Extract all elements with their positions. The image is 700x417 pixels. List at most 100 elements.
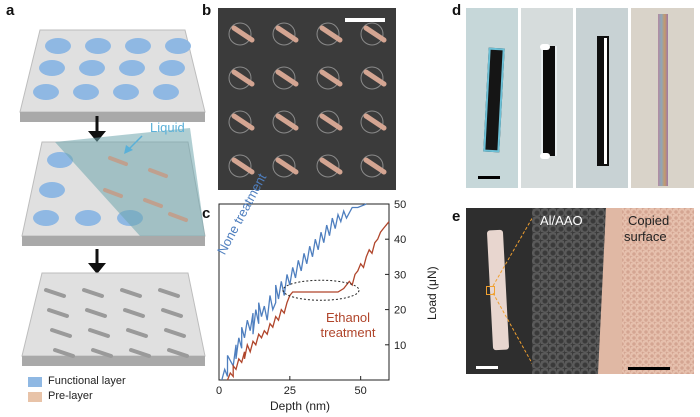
functional-dot [47,152,73,168]
rod [161,308,183,318]
scale-bar-e-left [476,366,498,369]
rod [148,168,168,178]
functional-dot [33,84,59,100]
ring [316,154,340,178]
rod [50,328,72,338]
label-surface: surface [624,229,667,244]
y-axis-label: Load (μN) [425,266,439,320]
legend-swatch-functional [28,377,42,387]
rod [120,288,142,298]
liquid-label: Liquid [150,120,185,135]
functional-dot [159,60,185,76]
sem-image-rods-array [218,8,396,190]
ring [272,110,296,134]
ring [316,22,340,46]
functional-dot [153,84,179,100]
functional-dot [165,38,191,54]
rod [231,113,255,131]
rod [231,69,255,87]
scale-bar-b [345,18,385,22]
rod [108,156,128,166]
arrow-down-2 [88,249,106,274]
functional-dot [39,182,65,198]
optical-image-4 [631,8,694,188]
panel-label-b: b [202,2,212,19]
sem-rod-overview [466,208,532,374]
arrow-down-1 [88,116,106,142]
y-tick-label: 10 [394,340,406,352]
legend-pre-layer: Pre-layer [48,390,93,402]
zoom-lines [492,208,539,374]
label-al-aao: Al/AAO [540,213,583,228]
ring [316,110,340,134]
optical-image-1 [466,8,518,188]
rod [363,25,387,43]
plateau-ellipse [282,279,360,301]
panel-label-e: e [452,208,461,225]
rod [88,328,110,338]
rod [363,69,387,87]
functional-dot [73,84,99,100]
rod [85,308,107,318]
functional-dot [125,38,151,54]
y-tick-label: 20 [394,305,406,317]
functional-dot [39,60,65,76]
ring [272,22,296,46]
rod [164,328,186,338]
functional-dot [75,210,101,226]
sem-al-aao-surface [532,208,606,374]
ring [360,22,384,46]
functional-dot [85,38,111,54]
optical-image-3 [576,8,628,188]
plot-frame [218,203,390,381]
panel-a-schematic [19,29,206,402]
rod [129,348,151,358]
load-depth-chart: 0 25 50 10 20 30 40 50 [216,199,406,397]
rod [275,157,299,175]
rod [44,288,66,298]
rod [231,25,255,43]
ring [360,110,384,134]
rod [82,288,104,298]
rod [275,25,299,43]
ring [228,154,252,178]
liquid-film [55,128,205,236]
optical-images-row [466,8,694,188]
series-label-ethanol: Ethanol treatment [320,310,376,340]
rod [53,348,75,358]
ring [228,22,252,46]
x-tick-label: 50 [355,385,367,397]
rod [158,288,180,298]
rod [143,198,163,208]
x-tick-label: 25 [284,385,296,397]
series-line-0 [221,203,367,381]
series-line-1 [226,221,390,381]
rod [275,69,299,87]
rod [123,308,145,318]
functional-dot [119,60,145,76]
ring [316,66,340,90]
panel-label-c: c [202,205,211,222]
functional-dot [33,210,59,226]
y-tick-label: 30 [394,269,406,281]
rod [319,113,343,131]
functional-dot [113,84,139,100]
legend-functional-layer: Functional layer [48,375,126,387]
surface-boundary [598,208,622,374]
x-axis-label: Depth (nm) [270,399,331,413]
rod [363,157,387,175]
rod [47,308,69,318]
rod [319,69,343,87]
rod [91,348,113,358]
ring [272,66,296,90]
panel-label-a: a [6,2,15,19]
y-tick-label: 50 [394,199,406,211]
ring [360,66,384,90]
liquid-arrow [127,135,143,151]
y-tick-label: 40 [394,234,406,246]
rod [319,157,343,175]
scale-bar-e-right [628,367,670,370]
rod [319,25,343,43]
functional-dot [45,38,71,54]
label-copied: Copied [628,213,670,228]
